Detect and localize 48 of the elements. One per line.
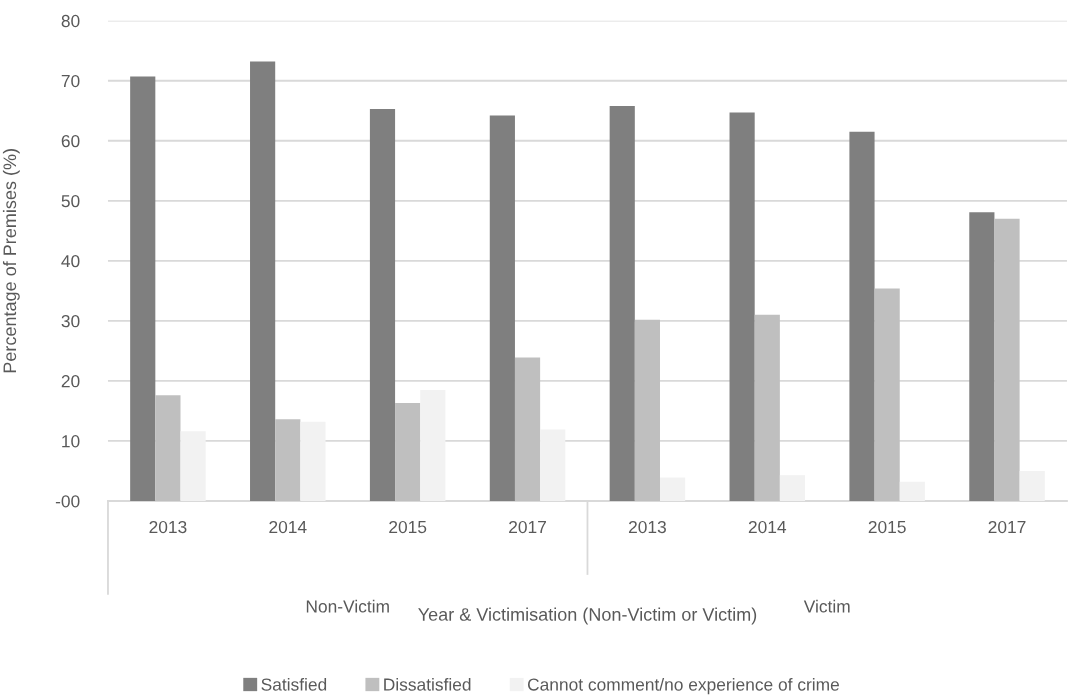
bar	[849, 131, 875, 501]
bar	[300, 421, 326, 501]
y-tick-label: -00	[55, 495, 80, 508]
bar	[275, 419, 301, 501]
x-tick-label: 2014	[269, 520, 307, 534]
bar	[754, 314, 780, 501]
bar	[155, 395, 181, 501]
y-tick-label: 40	[61, 255, 80, 268]
bar	[250, 61, 276, 501]
bar	[130, 76, 156, 501]
bar	[540, 429, 566, 501]
bar	[994, 218, 1020, 501]
bar	[514, 357, 541, 501]
x-tick-label: 2014	[748, 520, 787, 534]
legend-label: Satisfied	[261, 677, 327, 691]
bar	[779, 475, 806, 501]
bar	[420, 389, 446, 501]
y-axis-title: Percentage of Premises (%)	[2, 149, 20, 373]
x-tick-label: 2015	[868, 520, 906, 534]
y-tick-label: 80	[61, 14, 80, 28]
bar	[180, 431, 206, 501]
x-tick-label: 2015	[389, 520, 427, 534]
bar	[729, 112, 755, 501]
bar	[609, 105, 635, 501]
y-tick-label: 30	[61, 315, 80, 328]
bar	[395, 403, 421, 501]
bar	[899, 481, 925, 501]
y-tick-label: 70	[61, 74, 80, 88]
text: Victim	[803, 599, 850, 613]
x-tick-label: 2017	[509, 520, 546, 534]
bar	[634, 319, 660, 501]
y-tick-label: 10	[62, 435, 80, 448]
text: Non-Victim	[306, 599, 389, 613]
y-tick-label: 60	[61, 134, 80, 148]
x-tick-label: 2013	[628, 520, 666, 534]
y-tick-label: 50	[61, 194, 80, 208]
bar	[660, 477, 686, 501]
bar	[489, 115, 515, 501]
bar	[369, 108, 396, 501]
legend-label: Dissatisfied	[384, 677, 471, 691]
bar	[874, 288, 900, 501]
bar	[1019, 470, 1045, 501]
x-axis-title: Year & Victimisation (Non-Victim or Victim)	[418, 607, 757, 625]
y-tick-label: 20	[61, 375, 80, 388]
legend-label: Cannot comment/no experience of crime	[527, 677, 839, 695]
x-tick-label: 2017	[988, 520, 1026, 534]
x-tick-label: 2013	[149, 520, 187, 534]
bar	[969, 212, 995, 501]
